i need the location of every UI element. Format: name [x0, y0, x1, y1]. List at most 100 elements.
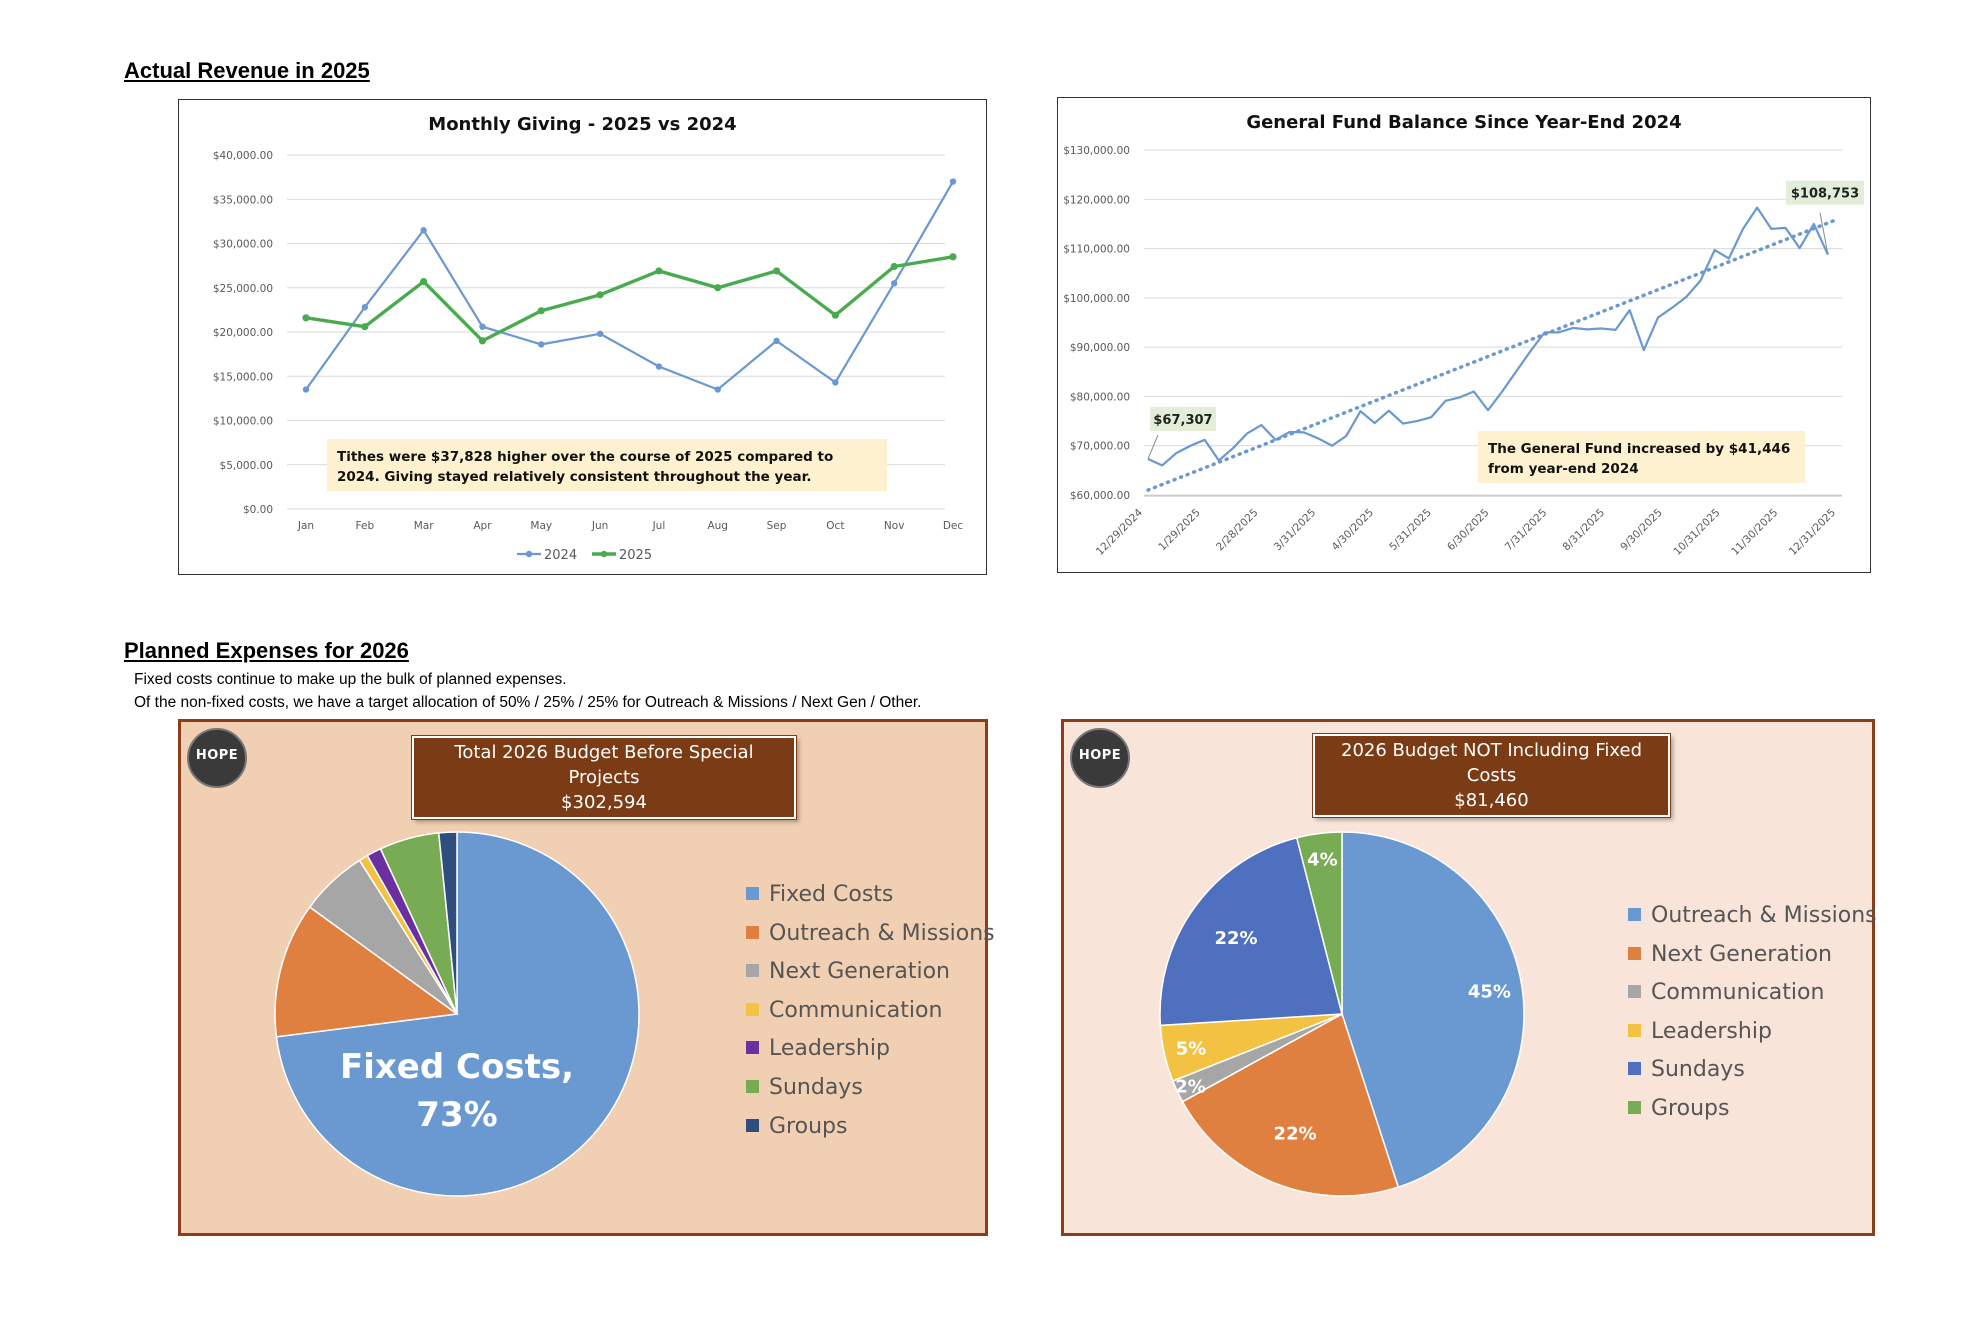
y-tick-label: $40,000.00	[213, 150, 273, 162]
expenses-description-line1: Fixed costs continue to make up the bulk…	[134, 671, 567, 688]
non-fixed-budget-pie: 45% 22% 2% 5% 22% 4%	[1159, 831, 1525, 1197]
legend-swatch	[746, 925, 759, 939]
legend-item: Communication	[746, 998, 942, 1023]
legend-item: Groups	[1628, 1096, 1729, 1121]
x-tick-label: Apr	[473, 520, 492, 532]
pie-slice-groups	[437, 831, 458, 1015]
expenses-section-title: Planned Expenses for 2026	[124, 638, 409, 663]
total-budget-header: Total 2026 Budget Before Special Project…	[412, 736, 796, 819]
pie-slice-outreach-missions	[1341, 831, 1525, 1189]
legend-swatch	[1628, 1101, 1641, 1114]
legend-swatch	[1628, 946, 1641, 960]
non-fixed-budget-panel: HOPE 2026 Budget NOT Including Fixed Cos…	[1061, 719, 1877, 1236]
expenses-description-line2: Of the non-fixed costs, we have a target…	[134, 694, 922, 711]
legend-label: Next Generation	[1651, 941, 1832, 967]
x-tick-label: Jun	[591, 520, 608, 532]
monthly-giving-chart-panel: Monthly Giving - 2025 vs 2024 $0.00 $5,00…	[178, 99, 987, 575]
x-tick-label: 9/30/2025	[1618, 507, 1665, 554]
non-fixed-budget-title: 2026 Budget NOT Including Fixed Costs	[1341, 740, 1642, 786]
legend-item: Sundays	[1628, 1057, 1745, 1082]
x-tick-label: 8/31/2025	[1561, 507, 1608, 554]
legend-swatch	[1628, 1023, 1641, 1037]
pie-slice-next-generation	[1181, 1012, 1400, 1197]
x-tick-label: 2/28/2025	[1214, 507, 1261, 554]
x-tick-label: 5/31/2025	[1387, 507, 1434, 554]
first-value-label: $67,307	[1153, 413, 1212, 428]
series-line-2025	[305, 255, 954, 343]
data-point-2024	[890, 280, 898, 287]
x-tick-label: 1/29/2025	[1156, 507, 1203, 554]
trendline	[1146, 217, 1840, 492]
data-point-2024	[479, 323, 486, 330]
legend-swatch	[746, 1118, 759, 1132]
x-tick-label: 12/31/2025	[1787, 507, 1838, 558]
y-tick-label: $100,000.00	[1063, 293, 1130, 305]
data-point-2024	[538, 341, 545, 348]
pie-slice-outreach-missions	[274, 905, 459, 1038]
pie-pct-label: 22%	[1214, 928, 1257, 949]
legend-label-2025: 2025	[619, 548, 652, 563]
first-label-box	[1150, 406, 1216, 431]
non-fixed-budget-header: 2026 Budget NOT Including Fixed Costs $8…	[1313, 734, 1670, 817]
data-point-2024	[302, 386, 310, 393]
x-tick-label: 4/30/2025	[1330, 507, 1377, 554]
general-fund-chart: $60,000.00 $70,000.00 $80,000.00 $90,000.00…	[1063, 145, 1864, 558]
x-tick-label: Aug	[707, 520, 728, 532]
data-point-2025	[420, 277, 428, 286]
legend-item: Fixed Costs	[746, 882, 893, 907]
x-tick-label: Jan	[297, 520, 314, 532]
data-point-2025	[831, 311, 839, 319]
pie-pct-label: 4%	[1307, 850, 1338, 871]
data-point-2024	[655, 363, 663, 370]
data-point-2024	[361, 304, 369, 311]
legend-marker-2025	[600, 550, 608, 558]
fixed-costs-slice-pct: 73%	[416, 1095, 497, 1135]
y-tick-label: $110,000.00	[1063, 244, 1130, 256]
data-point-2025	[302, 314, 310, 322]
data-point-2024	[773, 337, 780, 345]
y-tick-label: $80,000.00	[1070, 391, 1130, 403]
pie-pct-label: 45%	[1468, 982, 1511, 1003]
legend-swatch	[1628, 985, 1641, 999]
logo-text: HOPE	[195, 748, 239, 763]
legend-item: Next Generation	[1628, 942, 1832, 967]
monthly-giving-title: Monthly Giving - 2025 vs 2024	[428, 114, 737, 135]
logo-text: HOPE	[1078, 748, 1122, 763]
data-point-2024	[949, 178, 957, 185]
x-tick-label: 11/30/2025	[1729, 507, 1780, 558]
legend-label-2024: 2024	[544, 548, 577, 563]
x-tick-label: Oct	[826, 520, 844, 532]
total-budget-panel: HOPE Total 2026 Budget Before Special Pr…	[178, 719, 995, 1236]
y-tick-label: $5,000.00	[220, 460, 273, 472]
y-tick-label: $90,000.00	[1070, 342, 1130, 354]
legend-item: Communication	[1628, 980, 1824, 1005]
revenue-section-title: Actual Revenue in 2025	[124, 58, 370, 83]
total-budget-pie: Fixed Costs, 73%	[274, 831, 640, 1197]
hope-logo: HOPE	[1070, 728, 1130, 788]
legend-label: Groups	[1651, 1096, 1730, 1121]
x-tick-label: 12/29/2024	[1094, 506, 1146, 558]
legend-item: Outreach & Missions	[746, 921, 995, 946]
data-point-2025	[596, 291, 604, 299]
legend-label: Outreach & Missions	[769, 920, 995, 946]
x-tick-label: Sep	[767, 520, 787, 532]
fund-balance-line	[1147, 206, 1829, 467]
y-tick-label: $15,000.00	[213, 371, 273, 383]
legend-label: Next Generation	[769, 959, 950, 985]
y-tick-label: $25,000.00	[213, 283, 273, 295]
y-tick-label: $10,000.00	[213, 416, 273, 428]
x-tick-label: 6/30/2025	[1445, 507, 1492, 554]
legend-marker-2024	[525, 550, 533, 558]
x-tick-label: Mar	[414, 520, 434, 532]
y-tick-label: $30,000.00	[213, 239, 273, 251]
monthly-giving-chart: $0.00 $5,000.00 $10,000.00 $15,000.00 $20,00…	[213, 150, 964, 563]
data-point-2024	[714, 386, 721, 393]
legend-swatch	[746, 1002, 759, 1016]
legend-item: Next Generation	[746, 959, 950, 984]
x-tick-label: Dec	[943, 520, 964, 532]
last-label-leader	[1819, 212, 1829, 255]
x-tick-label: May	[530, 520, 552, 532]
data-point-2025	[772, 267, 781, 275]
general-fund-annotation: The General Fund increased by $41,446 fr…	[1478, 431, 1805, 483]
legend-label: Outreach & Missions	[1651, 903, 1877, 928]
